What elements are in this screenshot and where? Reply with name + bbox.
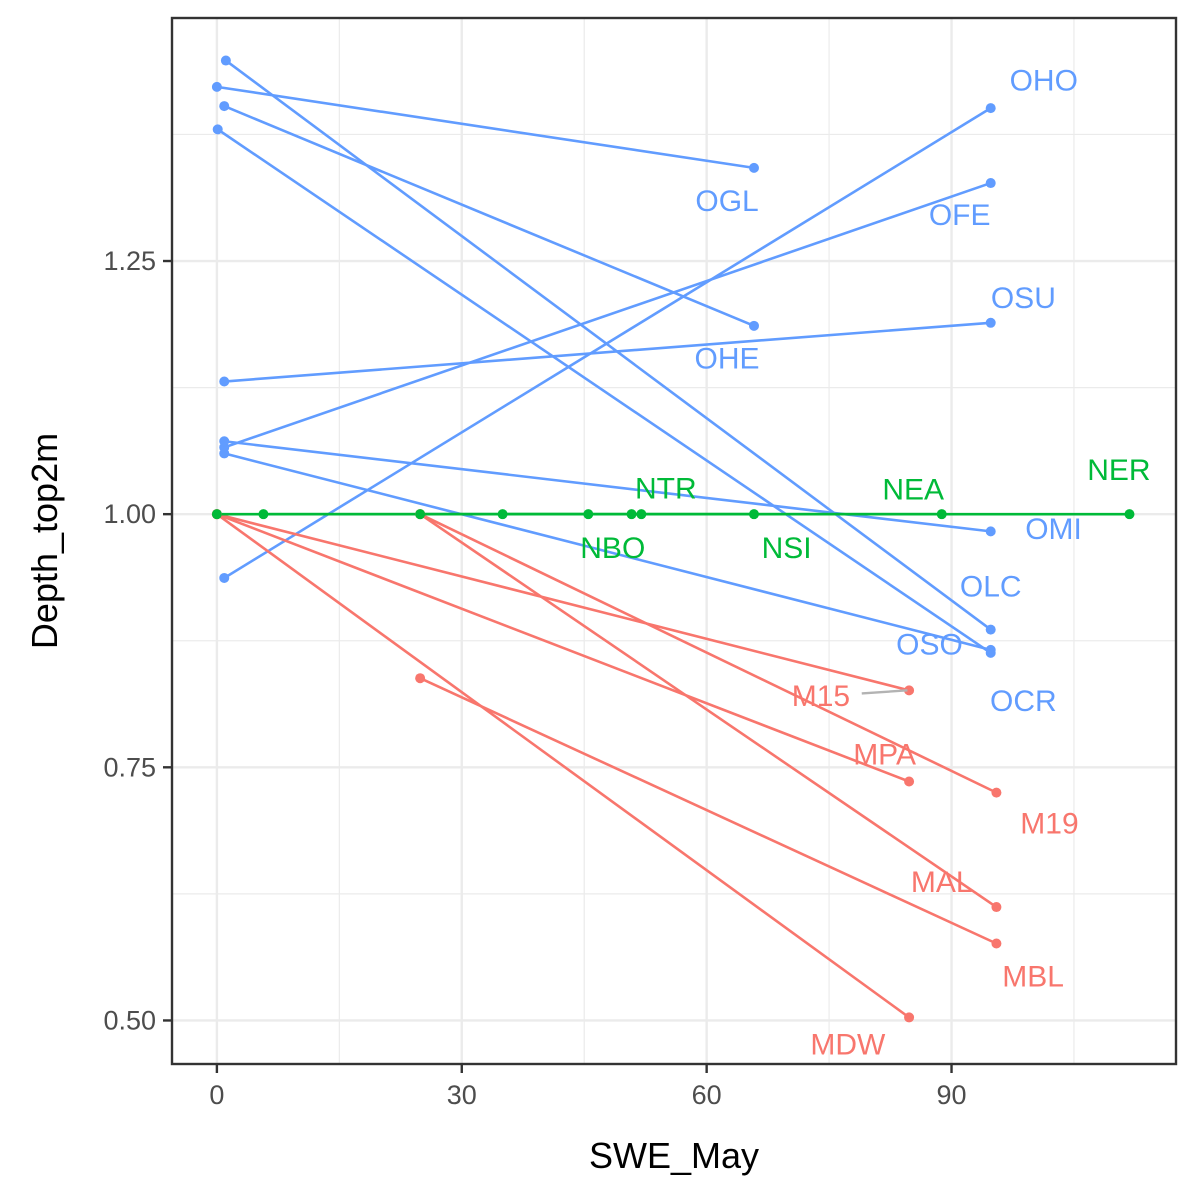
plot-panel-border <box>170 16 1178 1066</box>
y-tick-label: 0.75 <box>103 752 156 782</box>
data-point-mdw-1 <box>904 1012 915 1023</box>
series-line-ocr <box>216 128 992 654</box>
data-point-omi-1 <box>985 526 996 537</box>
series-line-osu <box>224 321 991 383</box>
data-point-nsi-1 <box>748 509 759 520</box>
minor-gridlines <box>172 18 1176 1064</box>
data-point-ner-1 <box>1124 509 1135 520</box>
data-point-ohe-1 <box>748 320 759 331</box>
series-line-mdw <box>216 513 910 1019</box>
point-label-omi: OMI <box>1025 513 1082 546</box>
point-label-oho: OHO <box>1010 64 1078 97</box>
data-point-mpa-1 <box>904 776 915 787</box>
point-label-ofe: OFE <box>929 199 991 232</box>
point-label-osu: OSU <box>991 282 1056 315</box>
point-label-ohe: OHE <box>695 343 760 376</box>
point-label-olc: OLC <box>960 571 1022 604</box>
data-point-ogl-0 <box>211 81 222 92</box>
series-line-oso <box>223 452 992 652</box>
series-line-m19 <box>419 512 997 794</box>
x-tick-label: 30 <box>447 1080 477 1110</box>
label-leaders <box>861 689 908 695</box>
y-tick-label: 1.00 <box>103 499 156 529</box>
data-point-ntr-0 <box>258 509 269 520</box>
data-points <box>211 55 1135 1023</box>
point-label-nbo: NBO <box>580 532 645 565</box>
point-label-nea: NEA <box>882 473 944 506</box>
point-label-mdw: MDW <box>810 1028 886 1061</box>
point-label-oso: OSO <box>896 628 963 661</box>
data-point-nea-1 <box>936 509 947 520</box>
point-label-ntr: NTR <box>635 472 697 505</box>
point-label-m19: M19 <box>1020 808 1078 841</box>
y-tick-label: 1.25 <box>103 246 156 276</box>
data-point-osu-1 <box>985 317 996 328</box>
data-point-ohe-0 <box>219 101 230 112</box>
x-tick-label: 90 <box>937 1080 967 1110</box>
data-point-olc-1 <box>985 624 996 635</box>
series-line-ohe <box>223 104 755 328</box>
y-tick-label: 0.50 <box>103 1005 156 1035</box>
data-point-mbl-1 <box>991 938 1002 949</box>
point-label-mpa: MPA <box>853 739 916 772</box>
series-lines <box>216 59 1130 1019</box>
data-point-nbo-1 <box>583 509 594 520</box>
data-point-ogl-1 <box>748 162 759 173</box>
label-leader-line <box>861 689 908 695</box>
data-point-m15-1 <box>904 685 915 696</box>
point-label-ogl: OGL <box>695 185 758 218</box>
data-point-oho-1 <box>985 103 996 114</box>
x-tick-label: 0 <box>209 1080 224 1110</box>
data-point-ntr-1 <box>636 509 647 520</box>
data-point-mal-1 <box>991 902 1002 913</box>
series-line-olc <box>225 59 992 631</box>
data-point-oso-1 <box>985 644 996 655</box>
data-point-osu-0 <box>219 376 230 387</box>
point-label-ocr: OCR <box>990 685 1057 718</box>
x-tick-label: 60 <box>692 1080 722 1110</box>
series-line-ogl <box>216 85 755 170</box>
series-line-mal <box>419 513 998 909</box>
data-point-oso-0 <box>219 448 230 459</box>
data-point-olc-0 <box>220 55 231 66</box>
series-line-ofe <box>223 181 992 449</box>
data-point-m19-1 <box>991 787 1002 798</box>
point-label-nsi: NSI <box>762 532 812 565</box>
data-point-nsi-0 <box>497 509 508 520</box>
data-point-ocr-0 <box>212 124 223 135</box>
data-point-ofe-1 <box>985 178 996 189</box>
data-point-oho-0 <box>219 572 230 583</box>
data-point-nbo-0 <box>211 509 222 520</box>
y-axis-title: Depth_top2m <box>24 433 65 649</box>
x-axis: 0 30 60 90 <box>209 1064 967 1110</box>
data-point-omi-0 <box>219 436 230 447</box>
point-label-m15: M15 <box>792 680 850 713</box>
point-label-mal: MAL <box>911 866 973 899</box>
series-line-mbl <box>419 677 997 945</box>
point-label-mbl: MBL <box>1002 960 1064 993</box>
y-axis: 0.50 0.75 1.00 1.25 <box>103 246 172 1035</box>
data-point-nea-0 <box>415 509 426 520</box>
data-point-ner-0 <box>626 509 637 520</box>
series-line-m15 <box>216 512 910 692</box>
x-axis-title: SWE_May <box>589 1135 759 1176</box>
series-line-omi <box>224 439 991 533</box>
data-point-mbl-0 <box>415 673 426 684</box>
series-line-mpa <box>216 512 910 783</box>
point-label-ner: NER <box>1087 454 1150 487</box>
